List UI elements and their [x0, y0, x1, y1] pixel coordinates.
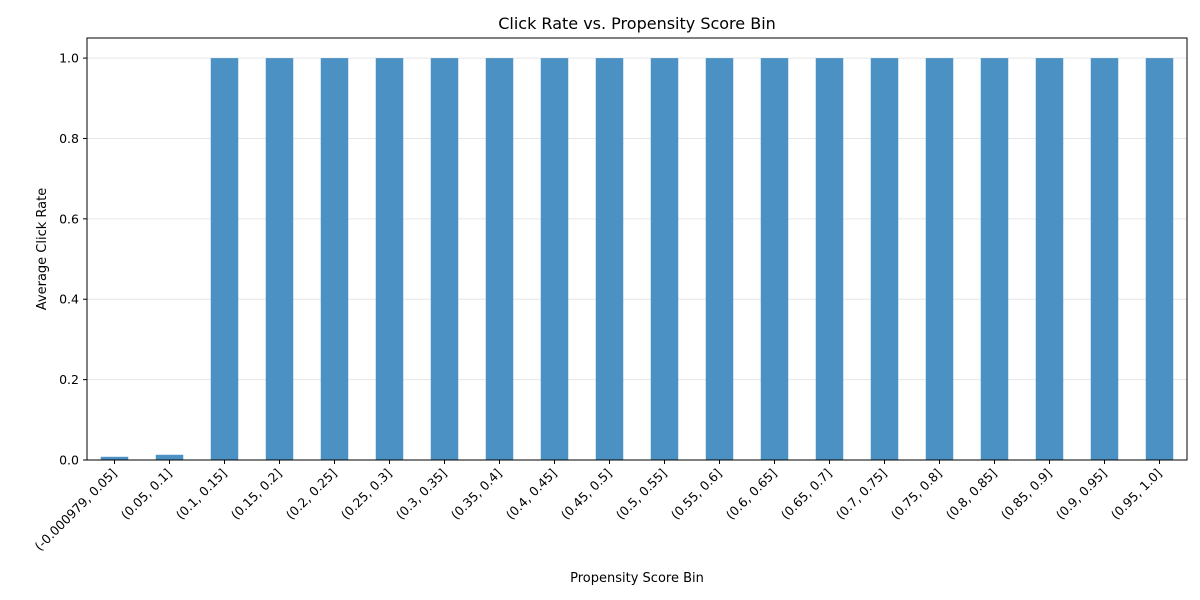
x-tick-label: (0.4, 0.45]: [503, 466, 560, 523]
bar: [1145, 58, 1174, 460]
bar: [540, 58, 569, 460]
bar: [100, 456, 129, 460]
x-tick-label: (0.45, 0.5]: [558, 466, 615, 523]
x-ticks: (-0.000979, 0.05](0.05, 0.1](0.1, 0.15](…: [31, 460, 1165, 554]
x-tick-label: (0.3, 0.35]: [393, 466, 450, 523]
x-tick-label: (0.05, 0.1]: [118, 466, 175, 523]
x-tick-label: (0.7, 0.75]: [833, 466, 890, 523]
bar: [320, 58, 349, 460]
x-tick-label: (0.95, 1.0]: [1108, 466, 1165, 523]
bar: [705, 58, 734, 460]
x-tick-label: (0.8, 0.85]: [943, 466, 1000, 523]
x-axis-label: Propensity Score Bin: [570, 571, 704, 586]
bar: [430, 58, 459, 460]
x-tick-label: (0.25, 0.3]: [338, 466, 395, 523]
bar: [595, 58, 624, 460]
bar: [485, 58, 514, 460]
y-tick-label: 0.4: [59, 292, 79, 307]
x-tick-label: (0.6, 0.65]: [723, 466, 780, 523]
y-tick-label: 0.6: [59, 211, 79, 226]
bar: [1035, 58, 1064, 460]
bar: [155, 454, 184, 460]
y-tick-label: 0.2: [59, 372, 79, 387]
bar: [210, 58, 239, 460]
y-tick-label: 0.0: [59, 453, 79, 468]
bar: [265, 58, 294, 460]
x-tick-label: (-0.000979, 0.05]: [31, 466, 119, 554]
bar: [1090, 58, 1119, 460]
x-tick-label: (0.1, 0.15]: [173, 466, 230, 523]
bar: [375, 58, 404, 460]
x-tick-label: (0.65, 0.7]: [778, 466, 835, 523]
bar: [760, 58, 789, 460]
x-tick-label: (0.15, 0.2]: [228, 466, 285, 523]
y-tick-label: 0.8: [59, 131, 79, 146]
x-tick-label: (0.55, 0.6]: [668, 466, 725, 523]
x-tick-label: (0.75, 0.8]: [888, 466, 945, 523]
y-axis-label: Average Click Rate: [35, 188, 50, 310]
x-tick-label: (0.2, 0.25]: [283, 466, 340, 523]
x-tick-label: (0.9, 0.95]: [1053, 466, 1110, 523]
bar: [815, 58, 844, 460]
axes: [86, 37, 1188, 461]
x-tick-label: (0.35, 0.4]: [448, 466, 505, 523]
x-tick-label: (0.85, 0.9]: [998, 466, 1055, 523]
bar: [925, 58, 954, 460]
bar: [870, 58, 899, 460]
plot-frame: [86, 37, 1188, 461]
bar: [650, 58, 679, 460]
chart-title: Click Rate vs. Propensity Score Bin: [498, 14, 776, 33]
gridlines: [87, 57, 1187, 461]
y-ticks: 0.0 0.2 0.4 0.6 0.8 1.0: [59, 51, 87, 468]
x-tick-label: (0.5, 0.55]: [613, 466, 670, 523]
bar: [980, 58, 1009, 460]
bars: [100, 58, 1174, 460]
y-tick-label: 1.0: [59, 51, 79, 66]
